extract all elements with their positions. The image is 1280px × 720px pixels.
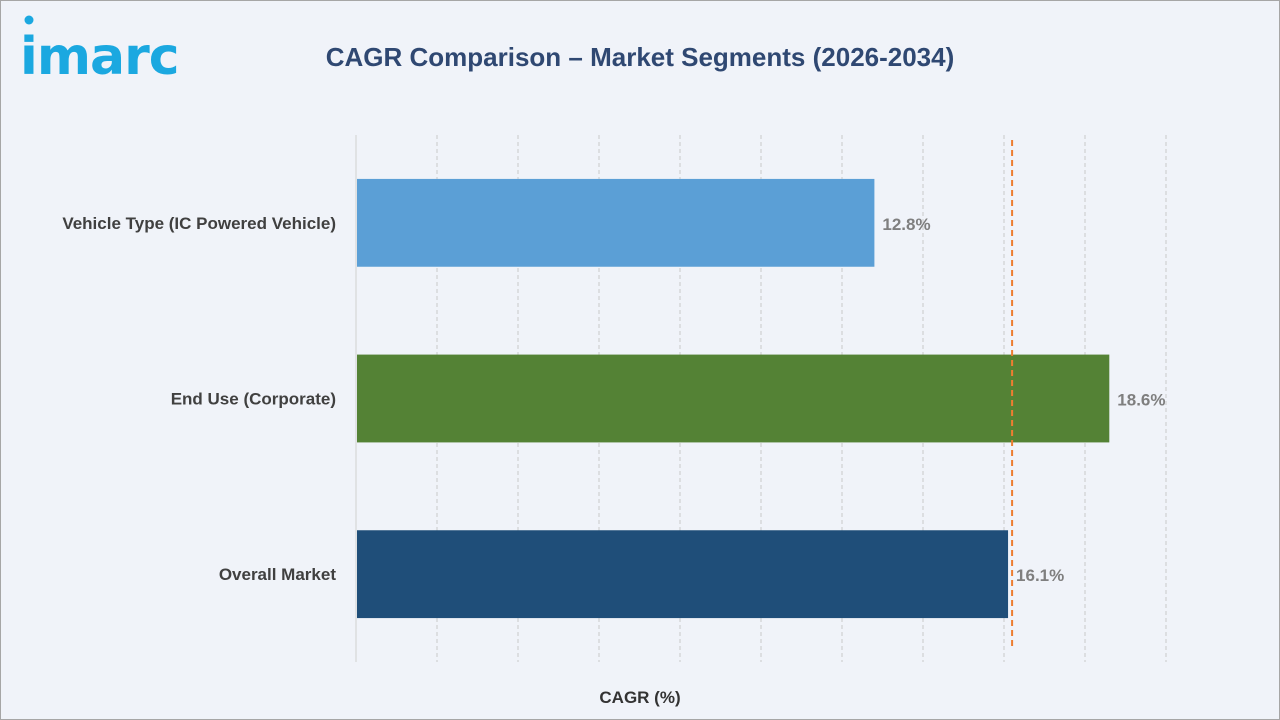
bar-1 [357, 178, 875, 267]
chart-title: CAGR Comparison – Market Segments (2026-… [325, 42, 955, 72]
bar-2 [357, 354, 1110, 443]
data-label: 16.1% [1016, 566, 1064, 585]
data-label: 12.8% [882, 215, 930, 234]
data-label: 18.6% [1117, 391, 1165, 410]
category-label: End Use (Corporate) [171, 390, 336, 409]
x-axis-title: CAGR (%) [599, 688, 681, 707]
bar-3 [357, 530, 1009, 619]
category-label: Overall Market [219, 565, 337, 584]
logo-text: imarc [20, 27, 179, 84]
category-label: Vehicle Type (IC Powered Vehicle) [62, 214, 336, 233]
imarc-logo: imarc [20, 15, 180, 84]
